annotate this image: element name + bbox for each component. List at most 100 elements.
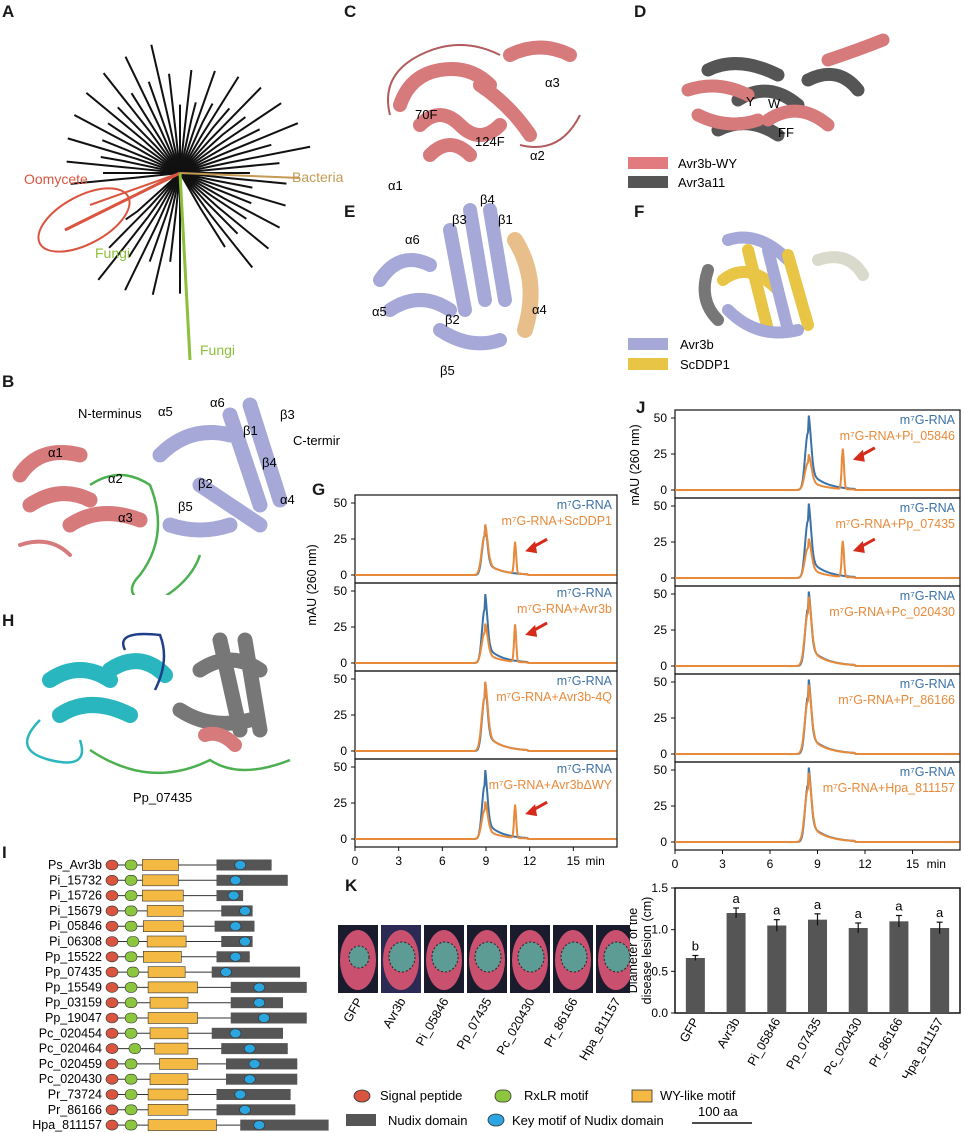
y-axis-label-line2: disease lesion (cm) <box>640 897 654 1005</box>
x-tick-label: 9 <box>814 857 821 870</box>
x-tick-label: 12 <box>858 857 872 870</box>
bar <box>767 925 787 1013</box>
nudix-key-motif <box>239 1105 251 1115</box>
residue-w: W <box>768 96 781 111</box>
structure-overlay-f: Avr3b ScDDP1 <box>628 231 869 372</box>
tree-branch <box>179 172 252 205</box>
label-b3: β3 <box>452 212 467 227</box>
wy-motif <box>143 920 184 932</box>
protein-name: Pp_19047 <box>45 1011 102 1025</box>
rxlr-motif <box>126 936 140 947</box>
label-b5: β5 <box>440 363 455 378</box>
nudix-domain <box>226 1058 298 1070</box>
bar <box>848 928 868 1013</box>
y-tick-label: 25 <box>654 799 668 813</box>
residue-70f: 70F <box>415 107 437 122</box>
wy-motif <box>142 874 179 887</box>
y-tick-label: 50 <box>334 672 348 686</box>
y-tick-label: 1.5 <box>651 881 668 895</box>
y-tick-label: 25 <box>654 535 668 549</box>
tree-branch <box>179 172 287 185</box>
y-tick-label: 25 <box>654 623 668 637</box>
trace-treatment <box>675 538 960 579</box>
leaf-label: Pp_07435 <box>454 995 495 1051</box>
label-c-terminus: C-terminus <box>293 433 340 448</box>
protein-name: Pr_86166 <box>48 1103 102 1117</box>
tree-branch <box>66 160 181 174</box>
panel-letter-i: I <box>2 843 7 862</box>
legend-rxlr-icon <box>494 1089 512 1103</box>
legend-swatch-avr3a11 <box>628 176 668 188</box>
lesion <box>604 942 630 972</box>
legend-swatch-avr3b-wy <box>628 157 668 169</box>
y-tick-label: 0.0 <box>651 1006 668 1020</box>
nudix-key-motif <box>243 1074 256 1084</box>
panel-letter-b: B <box>2 372 15 391</box>
protein-name: Pp_15522 <box>45 950 102 964</box>
tree-branch <box>179 102 197 174</box>
lesion-outline <box>603 941 630 973</box>
trace-treatment <box>675 448 960 491</box>
y-tick-label: 0 <box>340 744 347 758</box>
label-a5: α5 <box>158 404 173 419</box>
leaf-label: GFP <box>341 996 366 1025</box>
x-axis-unit: min <box>585 854 604 868</box>
lesion-outline <box>388 941 416 973</box>
y-tick-label: 0 <box>340 656 347 670</box>
protein-name: Ps_Avr3b <box>48 858 102 872</box>
trace-treatment <box>675 596 960 667</box>
tree-branch <box>117 106 181 174</box>
leaf-label: Hpa_811157 <box>577 995 624 1062</box>
lesion-outline <box>348 945 370 969</box>
lesion <box>432 942 458 972</box>
legend-swatch-avr3b <box>628 338 668 350</box>
signal-peptide <box>105 874 119 886</box>
y-tick-label: 50 <box>654 411 668 425</box>
legend-nudix-icon <box>346 1114 376 1126</box>
nudix-domain <box>240 1119 329 1131</box>
label-pp07435: Pp_07435 <box>133 790 192 805</box>
trace-treatment <box>355 681 617 752</box>
label-b5: β5 <box>178 499 193 514</box>
nudix-domain <box>226 1073 298 1085</box>
nudix-key-motif <box>234 860 247 870</box>
nudix-domain <box>211 966 301 978</box>
rxlr-motif <box>124 905 138 917</box>
legend-wy-icon <box>631 1089 653 1103</box>
residue-ff: FF <box>778 125 794 140</box>
nudix-key-motif <box>253 997 266 1008</box>
series-label-blue: m⁷G-RNA <box>557 762 613 776</box>
panel-letter-g: G <box>312 480 326 499</box>
rxlr-motif <box>124 951 138 963</box>
protein-name: Hpa_811157 <box>32 1118 102 1132</box>
legend-signal-icon <box>353 1089 371 1103</box>
phylogenetic-tree: Oomycete Bacteria Fungi Fungi <box>24 44 344 361</box>
y-tick-label: 0 <box>660 483 667 497</box>
structure-nudix-e: β4 β3 β1 α6 α5 β2 α4 β5 <box>372 192 547 378</box>
series-label-blue: m⁷G-RNA <box>557 586 613 600</box>
series-label-orange: m⁷G-RNA+Avr3b-4Q <box>496 690 612 704</box>
rxlr-motif <box>126 966 140 978</box>
nudix-key-motif <box>227 890 240 901</box>
tree-branch <box>73 114 181 174</box>
panel-letter-h: H <box>2 611 15 630</box>
x-tick-label: 0 <box>672 857 679 870</box>
leaf-lesion-photos: GFP Avr3b Pi_05846 Pp_07435 Pc_020430 Pr_8616… <box>338 925 630 1063</box>
tree-branch <box>107 122 181 174</box>
red-arrow-head <box>852 449 865 462</box>
structure-overlay-d: Y W FF Avr3b-WY Avr3a11 <box>628 33 890 190</box>
y-tick-label: 25 <box>334 620 348 634</box>
panel-letter-k: K <box>345 876 358 895</box>
series-label-orange: m⁷G-RNA+Pr_86166 <box>838 693 955 707</box>
y-tick-label: 0 <box>660 659 667 673</box>
y-tick-label: 0 <box>660 571 667 585</box>
nudix-key-motif <box>234 1089 247 1100</box>
wy-motif <box>146 935 187 948</box>
label-b1: β1 <box>243 423 258 438</box>
y-tick-label: 50 <box>654 587 668 601</box>
red-arrow-head <box>525 541 538 554</box>
nudix-key-motif <box>239 936 251 947</box>
protein-name: Pp_03159 <box>45 996 102 1010</box>
x-tick-label: 6 <box>767 857 774 870</box>
